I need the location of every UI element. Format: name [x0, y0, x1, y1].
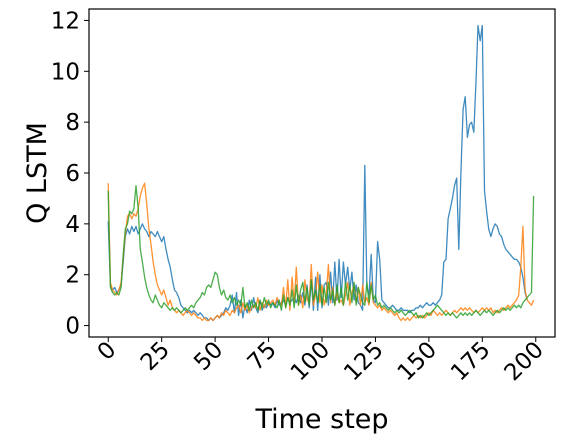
y-axis-title: Q LSTM — [22, 122, 53, 224]
y-tick-label: 8 — [65, 110, 80, 136]
y-tick-label: 6 — [65, 161, 80, 187]
y-tick-label: 12 — [51, 8, 80, 34]
y-tick-label: 2 — [65, 263, 80, 289]
y-tick-label: 0 — [65, 314, 80, 340]
y-tick-label: 4 — [65, 212, 80, 238]
y-axis-ticks: 0 2 4 6 8 10 12 — [51, 8, 89, 340]
series-line-1 — [107, 24, 528, 322]
y-tick-label: 10 — [51, 59, 80, 85]
series-layer — [107, 24, 535, 322]
x-axis-title: Time step — [254, 404, 388, 435]
series-line-3 — [107, 185, 535, 319]
